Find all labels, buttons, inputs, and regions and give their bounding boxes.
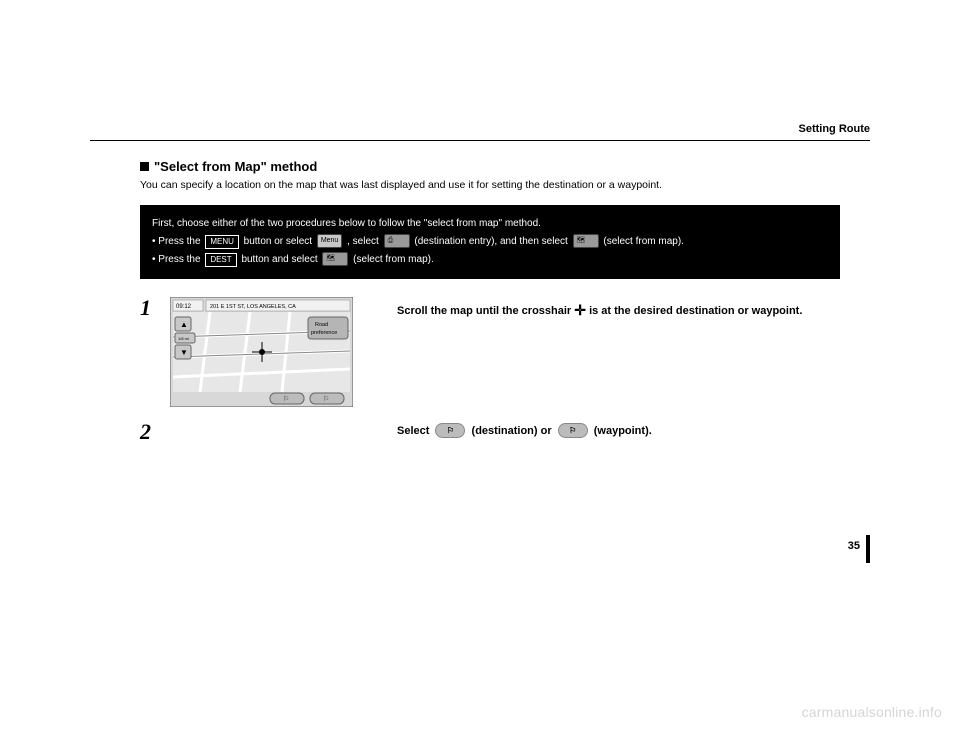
subheading-text: "Select from Map" method (154, 159, 317, 174)
procbox-b2-a: • Press the (152, 254, 201, 265)
procbox-b1-b: button or select (244, 236, 312, 247)
waypoint-pill-icon: ⚐ (558, 423, 588, 438)
intro-text: You can specify a location on the map th… (140, 178, 820, 193)
step1-text-b: is at the desired destination or waypoin… (589, 305, 802, 317)
subheading: "Select from Map" method (140, 159, 820, 174)
step-number: 2 (140, 421, 170, 443)
step-number: 1 (140, 297, 170, 319)
step-2-text: Select ⚐ (destination) or ⚐ (waypoint). (397, 421, 820, 440)
svg-text:⚐: ⚐ (323, 395, 329, 403)
step-2: 2 Select ⚐ (destination) or ⚐ (waypoint)… (140, 421, 820, 443)
step2-text-b: (destination) or (472, 425, 552, 437)
subheading-bullet-icon (140, 162, 149, 171)
procbox-b1-c: , select (347, 236, 379, 247)
procbox-b2-b: button and select (241, 254, 317, 265)
svg-text:1/8 mi: 1/8 mi (178, 336, 189, 341)
destination-entry-icon: ⎙ (384, 234, 410, 248)
page-tab-icon (866, 535, 870, 563)
map-address: 201 E 1ST ST, LOS ANGELES, CA (210, 304, 296, 310)
dest-key-icon: DEST (205, 253, 236, 267)
svg-text:▼: ▼ (180, 348, 188, 357)
page-content: Setting Route "Select from Map" method Y… (90, 140, 870, 457)
section-label: Setting Route (799, 123, 871, 135)
procbox-b1-d: (destination entry), and then select (414, 236, 567, 247)
procedure-box: First, choose either of the two procedur… (140, 205, 840, 279)
page-number: 35 (848, 540, 860, 552)
header-rule: Setting Route (90, 140, 870, 141)
procbox-bullet1: • Press the MENU button or select Menu ,… (152, 233, 828, 251)
procbox-line1: First, choose either of the two procedur… (152, 215, 828, 233)
step2-text-c: (waypoint). (594, 425, 652, 437)
svg-text:⚐: ⚐ (283, 395, 289, 403)
menu-button-icon: Menu (317, 234, 343, 248)
procbox-b2-c: (select from map). (353, 254, 434, 265)
select-from-map-icon: 🗺 (573, 234, 599, 248)
procbox-b1-e: (select from map). (603, 236, 684, 247)
step-1-text: Scroll the map until the crosshair ✛ is … (397, 297, 820, 320)
crosshair-icon: ✛ (574, 302, 586, 318)
map-time: 09:12 (176, 304, 192, 310)
step1-text-a: Scroll the map until the crosshair (397, 305, 571, 317)
select-from-map-icon-2: 🗺 (322, 252, 348, 266)
map-screenshot: 09:12 201 E 1ST ST, LOS ANGELES, CA (170, 297, 353, 407)
procedure-box-inner: First, choose either of the two procedur… (142, 207, 838, 277)
step2-text-a: Select (397, 425, 429, 437)
procbox-b1-a: • Press the (152, 236, 201, 247)
svg-text:preference: preference (311, 330, 337, 336)
content-body: "Select from Map" method You can specify… (90, 159, 820, 443)
destination-pill-icon: ⚐ (435, 423, 465, 438)
steps-list: 1 09:12 201 E 1ST ST, LOS ANGELES, CA (140, 297, 820, 443)
road-pref-label: Road (315, 322, 328, 328)
menu-key-icon: MENU (205, 235, 239, 249)
procbox-bullet2: • Press the DEST button and select 🗺 (se… (152, 251, 828, 269)
svg-text:▲: ▲ (180, 320, 188, 329)
watermark-text: carmanualsonline.info (802, 704, 942, 720)
step-1: 1 09:12 201 E 1ST ST, LOS ANGELES, CA (140, 297, 820, 407)
